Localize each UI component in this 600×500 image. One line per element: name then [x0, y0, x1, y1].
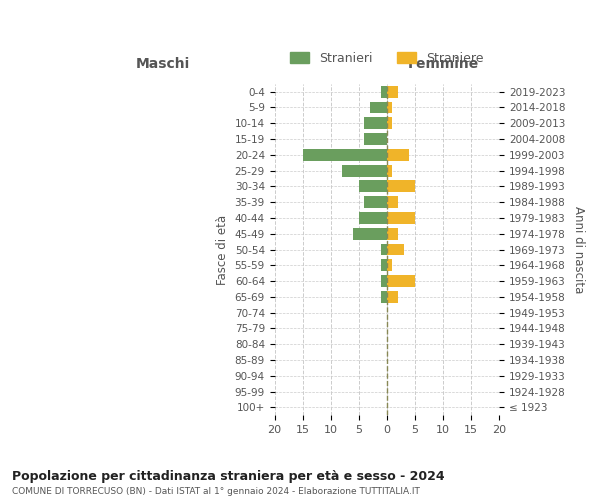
Text: Maschi: Maschi [135, 56, 190, 70]
Bar [381, 244, 387, 256]
Bar [387, 260, 392, 271]
Bar [387, 149, 409, 161]
Bar [364, 196, 387, 208]
Bar [359, 180, 387, 192]
Bar [370, 102, 387, 114]
Bar [387, 164, 392, 176]
Bar [302, 149, 387, 161]
Bar [342, 164, 387, 176]
Bar [353, 228, 387, 239]
Y-axis label: Anni di nascita: Anni di nascita [572, 206, 585, 293]
Text: Femmine: Femmine [407, 56, 479, 70]
Bar [381, 86, 387, 98]
Bar [387, 86, 398, 98]
Bar [381, 275, 387, 287]
Text: COMUNE DI TORRECUSO (BN) - Dati ISTAT al 1° gennaio 2024 - Elaborazione TUTTITAL: COMUNE DI TORRECUSO (BN) - Dati ISTAT al… [12, 488, 420, 496]
Bar [387, 275, 415, 287]
Bar [364, 118, 387, 129]
Bar [387, 102, 392, 114]
Bar [387, 196, 398, 208]
Bar [381, 291, 387, 303]
Y-axis label: Fasce di età: Fasce di età [216, 214, 229, 284]
Bar [387, 228, 398, 239]
Bar [364, 133, 387, 145]
Bar [387, 118, 392, 129]
Bar [387, 212, 415, 224]
Bar [387, 180, 415, 192]
Bar [387, 291, 398, 303]
Bar [387, 244, 404, 256]
Text: Popolazione per cittadinanza straniera per età e sesso - 2024: Popolazione per cittadinanza straniera p… [12, 470, 445, 483]
Legend: Stranieri, Straniere: Stranieri, Straniere [285, 47, 488, 70]
Bar [359, 212, 387, 224]
Bar [381, 260, 387, 271]
